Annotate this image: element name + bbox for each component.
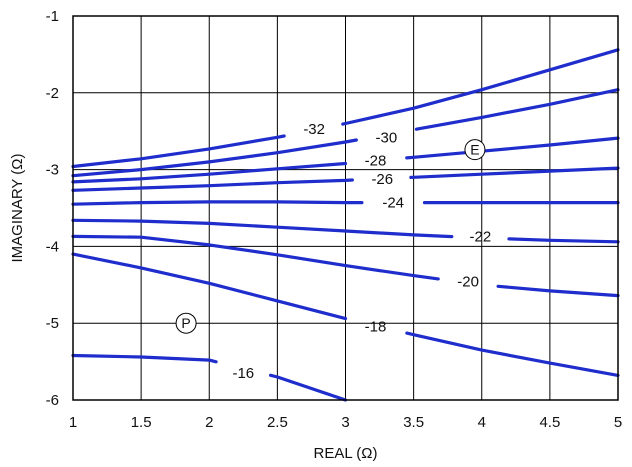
contour-lines — [71, 48, 620, 402]
grid — [72, 15, 619, 401]
contour-label: -20 — [457, 274, 479, 291]
marker-label: E — [470, 142, 479, 158]
contour-label: -24 — [382, 195, 404, 212]
contour-line — [414, 88, 620, 131]
contour-line — [71, 134, 286, 169]
contour-line — [405, 136, 620, 160]
plot-frame — [72, 15, 619, 401]
marker-circle — [175, 312, 197, 334]
point-markers: EP — [175, 139, 486, 334]
x-tick-label: 1.5 — [131, 414, 152, 431]
y-axis-ticks: -1 -2 -3 -4 -5 -6 — [46, 8, 59, 409]
contour-line — [71, 353, 218, 364]
x-tick-label: 3.5 — [403, 414, 424, 431]
contour-line — [507, 237, 620, 244]
contour-line — [496, 284, 620, 298]
contour-label: -26 — [371, 171, 393, 188]
contour-label: -30 — [376, 129, 398, 146]
contour-line — [269, 373, 348, 402]
y-tick-label: -6 — [46, 392, 59, 409]
x-tick-label: 5 — [614, 414, 622, 431]
contour-line — [71, 178, 354, 192]
x-axis-title: REAL (Ω) — [314, 445, 378, 462]
x-tick-label: 3 — [341, 414, 349, 431]
contour-label: -28 — [365, 152, 387, 169]
contour-line — [405, 331, 620, 377]
y-tick-label: -3 — [46, 162, 59, 179]
y-tick-label: -5 — [46, 315, 59, 332]
y-tick-label: -1 — [46, 8, 59, 25]
marker-circle — [464, 139, 486, 161]
x-tick-label: 4.5 — [539, 414, 560, 431]
contour-label: -22 — [470, 228, 492, 245]
point-marker: P — [175, 312, 197, 334]
contour-line — [71, 200, 364, 206]
point-marker: E — [464, 139, 486, 161]
x-axis-ticks: 1 1.5 2 2.5 3 3.5 4 4.5 5 — [69, 414, 622, 431]
x-tick-label: 4 — [478, 414, 486, 431]
contour-line — [71, 234, 440, 281]
x-tick-label: 1 — [69, 414, 77, 431]
contour-labels: -32 -30 -28 -26 -24 -22 -20 -18 -16 — [232, 121, 491, 382]
marker-label: P — [181, 315, 190, 331]
contour-label: -18 — [365, 318, 387, 335]
y-tick-label: -2 — [46, 85, 59, 102]
contour-line — [71, 161, 348, 184]
contour-line — [71, 218, 454, 239]
contour-line — [341, 48, 620, 126]
contour-line — [71, 252, 348, 321]
contour-line — [71, 138, 358, 178]
contour-label: -32 — [303, 121, 325, 138]
y-tick-label: -4 — [46, 238, 59, 255]
x-tick-label: 2.5 — [267, 414, 288, 431]
x-tick-label: 2 — [205, 414, 213, 431]
contour-label: -16 — [232, 365, 254, 382]
y-axis-title: IMAGINARY (Ω) — [9, 153, 26, 262]
contour-line — [409, 166, 620, 179]
